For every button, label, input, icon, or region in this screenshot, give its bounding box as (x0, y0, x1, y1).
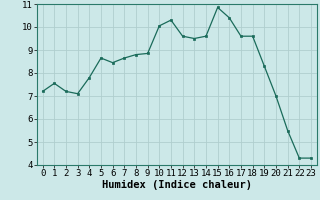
X-axis label: Humidex (Indice chaleur): Humidex (Indice chaleur) (102, 180, 252, 190)
